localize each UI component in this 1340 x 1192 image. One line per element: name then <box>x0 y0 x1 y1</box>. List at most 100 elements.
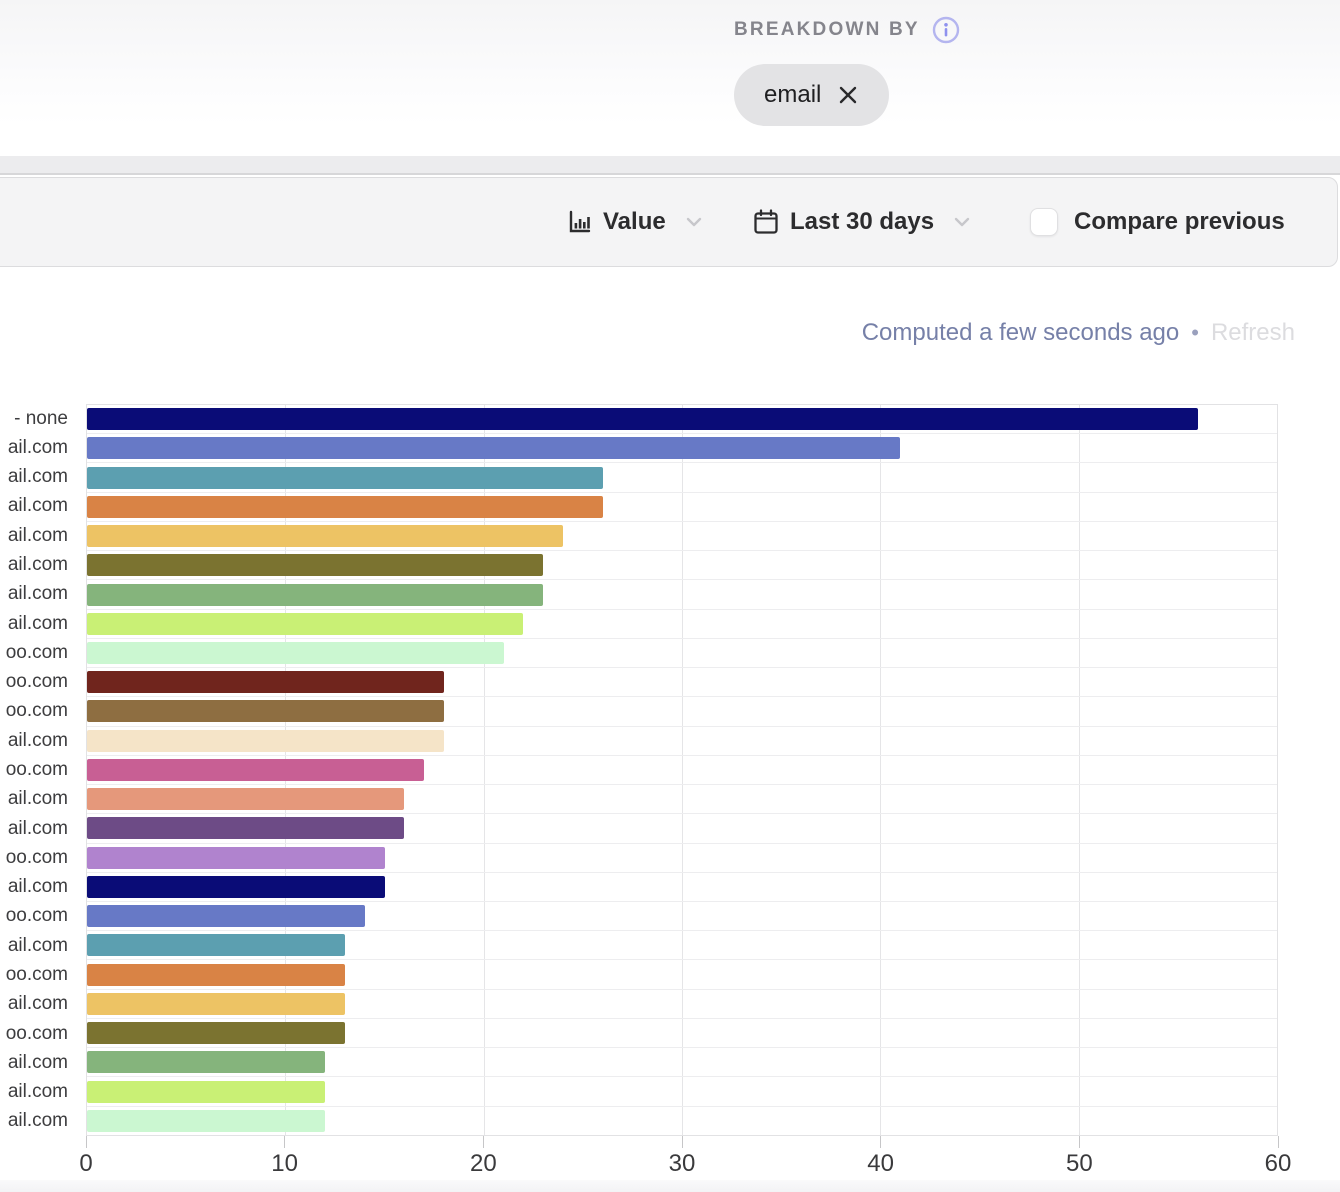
bar-row <box>87 697 1277 727</box>
bar-row <box>87 580 1277 610</box>
bar[interactable] <box>87 641 504 664</box>
chip-close-icon[interactable] <box>837 84 859 106</box>
bar-row <box>87 931 1277 961</box>
y-axis-label: ail.com <box>7 466 68 488</box>
bar-row <box>87 551 1277 581</box>
bar[interactable] <box>87 758 425 781</box>
x-axis: 0 10 20 30 40 50 60 <box>79 1136 1291 1186</box>
y-axis-label: ail.com <box>7 495 68 517</box>
y-axis-label: ail.com <box>7 876 68 898</box>
y-axis-label: ail.com <box>7 524 68 546</box>
bar-row <box>87 960 1277 990</box>
bar-row <box>87 610 1277 639</box>
bar-rows <box>87 405 1277 1135</box>
bar[interactable] <box>87 817 405 840</box>
bar[interactable] <box>87 466 603 489</box>
date-range-dropdown[interactable]: Last 30 days <box>752 177 974 267</box>
refresh-button[interactable]: Refresh <box>1210 319 1295 346</box>
bar[interactable] <box>87 671 444 694</box>
x-axis-tick <box>681 1136 683 1148</box>
bar[interactable] <box>87 788 405 811</box>
y-axis-label: ail.com <box>7 729 68 751</box>
bar[interactable] <box>87 934 345 957</box>
bar-chart-icon <box>566 209 593 236</box>
computed-text: Computed a few seconds ago <box>861 319 1180 346</box>
bar[interactable] <box>87 875 385 898</box>
bar[interactable] <box>87 846 385 869</box>
bar-row <box>87 902 1277 932</box>
bar-row <box>87 639 1277 669</box>
info-icon[interactable] <box>932 16 960 44</box>
bar[interactable] <box>87 905 365 928</box>
breakdown-header: BREAKDOWN BY email <box>0 0 1340 156</box>
bar-row <box>87 756 1277 786</box>
gridline <box>1078 405 1080 1135</box>
bar-row <box>87 727 1277 756</box>
dot-separator: • <box>1191 320 1199 345</box>
status-row: Computed a few seconds ago • Refresh <box>862 317 1295 349</box>
bar-row <box>87 405 1277 435</box>
bar[interactable] <box>87 554 544 577</box>
gridline <box>483 405 485 1135</box>
y-axis-label: - none <box>14 407 68 429</box>
bar[interactable] <box>87 963 345 986</box>
bar[interactable] <box>87 700 444 723</box>
x-axis-tick <box>1277 1136 1279 1148</box>
chevron-down-icon <box>682 210 706 234</box>
bar-row <box>87 785 1277 815</box>
y-axis-label: oo.com <box>5 700 68 722</box>
x-axis-tick-label: 60 <box>1264 1150 1292 1177</box>
bottom-band <box>0 1180 1340 1192</box>
y-axis-label: ail.com <box>7 583 68 605</box>
bar-row <box>87 493 1277 522</box>
bar-row <box>87 522 1277 552</box>
y-axis-label: ail.com <box>7 1081 68 1103</box>
x-axis-tick-label: 10 <box>271 1150 299 1177</box>
y-axis-label: ail.com <box>7 1051 68 1073</box>
x-axis-tick <box>482 1136 484 1148</box>
bar[interactable] <box>87 1080 325 1103</box>
bar[interactable] <box>87 583 544 606</box>
y-axis-label: ail.com <box>7 817 68 839</box>
chevron-down-icon <box>950 210 974 234</box>
y-axis-label: ail.com <box>7 934 68 956</box>
compare-previous-label: Compare previous <box>1074 208 1285 235</box>
bar[interactable] <box>87 1022 345 1045</box>
x-axis-tick-label: 20 <box>469 1150 497 1177</box>
breakdown-chip[interactable]: email <box>734 64 890 126</box>
bar-row <box>87 844 1277 873</box>
y-axis-labels: - none ail.com ail.com ail.com ail.com ail.co… <box>0 404 68 1136</box>
gridline <box>880 405 882 1135</box>
bar[interactable] <box>87 408 1198 431</box>
compare-previous-checkbox[interactable] <box>1030 208 1058 236</box>
x-axis-tick <box>85 1136 87 1148</box>
bar[interactable] <box>87 495 603 518</box>
bar[interactable] <box>87 729 444 752</box>
x-axis-tick <box>880 1136 882 1148</box>
y-axis-label: oo.com <box>5 641 68 663</box>
bar[interactable] <box>87 612 524 635</box>
gridline <box>682 405 683 1135</box>
bar[interactable] <box>87 1109 325 1132</box>
x-axis-tick-label: 30 <box>668 1150 696 1177</box>
y-axis-label: oo.com <box>5 1022 68 1044</box>
date-range-label: Last 30 days <box>790 208 935 235</box>
bar[interactable] <box>87 1051 325 1074</box>
bar-row <box>87 1077 1277 1107</box>
plot-area <box>86 404 1278 1136</box>
bar-row <box>87 1107 1277 1135</box>
y-axis-label: oo.com <box>5 671 68 693</box>
y-axis-label: ail.com <box>7 436 68 458</box>
bar[interactable] <box>87 992 345 1015</box>
compare-previous-control[interactable]: Compare previous <box>1030 177 1285 267</box>
bar[interactable] <box>87 437 901 460</box>
y-axis-label: ail.com <box>7 612 68 634</box>
bar-row <box>87 814 1277 844</box>
header-divider-band <box>0 156 1340 175</box>
y-axis-label: ail.com <box>7 554 68 576</box>
bar[interactable] <box>87 525 563 548</box>
x-axis-tick-label: 40 <box>867 1150 895 1177</box>
value-dropdown[interactable]: Value <box>566 177 706 267</box>
x-axis-tick-label: 50 <box>1065 1150 1093 1177</box>
